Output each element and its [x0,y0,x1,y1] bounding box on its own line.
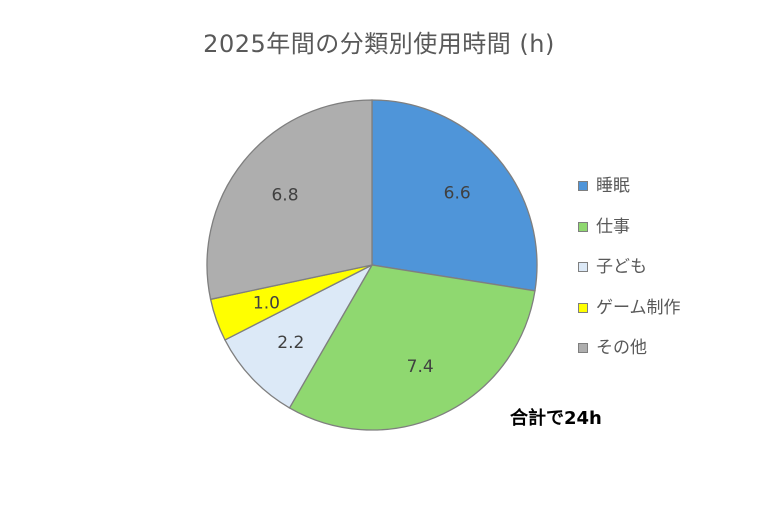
data-label-kids: 2.2 [277,333,304,353]
data-label-work: 7.4 [407,357,434,377]
legend-label-sleep: 睡眠 [596,176,630,196]
legend-swatch-other [578,343,588,354]
legend-label-other: その他 [596,338,647,359]
legend-label-kids: 子ども [596,257,647,278]
pie-slice-work [288,264,536,431]
total-annotation: 合計で24h [510,408,602,429]
pie-slice-other [206,99,373,301]
pie-slice-sleep [371,99,538,292]
legend-label-work: 仕事 [596,216,630,237]
pie-slice-kids [224,263,374,409]
data-label-sleep: 6.6 [444,183,471,203]
data-label-gamedev: 1.0 [253,293,280,313]
chart-title: 2025年間の分類別使用時間 (h) [203,30,555,58]
legend-swatch-kids [578,262,588,273]
legend-swatch-gamedev [578,302,588,313]
legend-label-gamedev: ゲーム制作 [596,297,681,318]
legend-swatch-work [578,221,588,232]
data-label-other: 6.8 [271,186,298,206]
legend-swatch-sleep [578,181,588,191]
